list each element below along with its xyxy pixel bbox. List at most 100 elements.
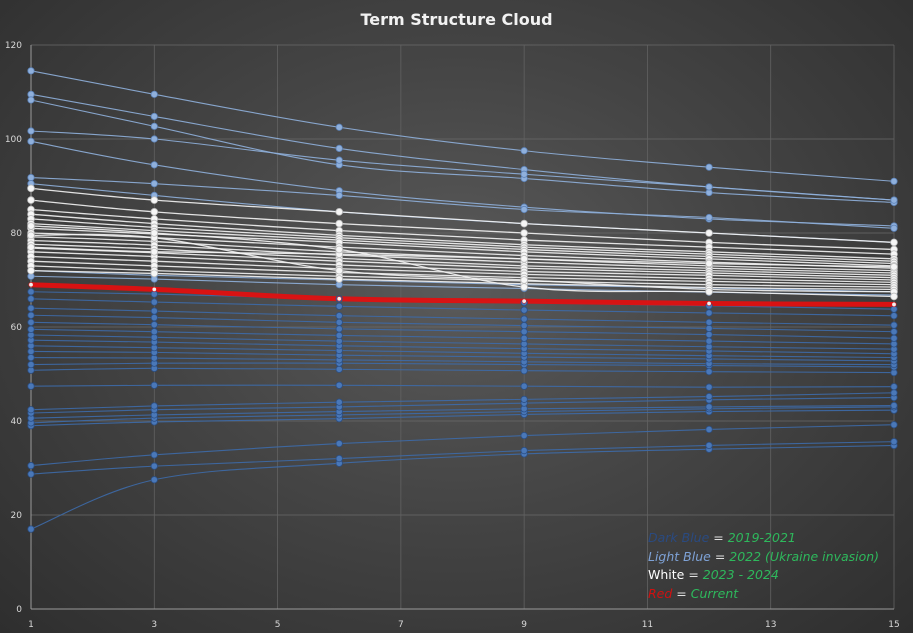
y-axis-tick-labels: 0 20 40 60 80 100 120 (5, 41, 22, 615)
series-line-dark-blue (30, 444, 895, 530)
series-point-light-blue (150, 122, 158, 130)
series-line-dark-blue (30, 307, 895, 326)
series-point-dark-blue (335, 381, 343, 389)
series-point-dark-blue (27, 311, 35, 319)
series-point-dark-blue (27, 462, 35, 470)
legend-range-red: Current (690, 585, 739, 601)
series-point-dark-blue (27, 353, 35, 362)
series-point-dark-blue (335, 398, 343, 406)
series-point-dark-blue (520, 367, 528, 375)
series-point-dark-blue (520, 328, 528, 336)
series-point-white (335, 219, 344, 228)
series-point-dark-blue (520, 334, 528, 342)
series-point-light-blue (335, 144, 343, 152)
series-point-light-blue (150, 135, 158, 143)
series-point-dark-blue (335, 454, 343, 463)
series-point-light-blue (27, 96, 35, 104)
series-line-dark-blue (30, 441, 895, 475)
x-tick-label: 15 (888, 620, 899, 630)
series-point-dark-blue (335, 302, 343, 310)
series-point-dark-blue (335, 365, 343, 373)
x-tick-label: 3 (151, 620, 157, 630)
series-point-dark-blue (520, 382, 528, 390)
x-tick-label: 7 (398, 620, 404, 630)
series-point-dark-blue (520, 431, 528, 440)
series-point-dark-blue (890, 321, 898, 329)
series-point-dark-blue (150, 321, 158, 329)
series-point-dark-blue (27, 406, 35, 414)
series-point-dark-blue (520, 395, 528, 403)
series-point-white (890, 238, 898, 247)
series-point-light-blue (150, 180, 158, 188)
series-line-white (30, 218, 895, 262)
legend-equals: = (672, 585, 691, 601)
legend-label-red: Red (648, 585, 673, 601)
series-point-dark-blue (705, 324, 713, 333)
chart-title: Term Structure Cloud (360, 10, 553, 29)
series-point-red (336, 296, 342, 302)
series-point-dark-blue (705, 337, 713, 345)
series-point-white (150, 196, 159, 204)
y-tick-label: 60 (11, 323, 23, 333)
y-tick-label: 0 (16, 605, 22, 615)
series-point-dark-blue (705, 383, 713, 391)
series-point-light-blue (705, 183, 713, 191)
x-tick-label: 5 (275, 620, 281, 630)
series-point-dark-blue (150, 313, 158, 322)
series-line-dark-blue (30, 367, 895, 374)
series-point-light-blue (520, 205, 528, 214)
y-tick-label: 80 (11, 229, 23, 239)
series-point-dark-blue (335, 439, 343, 448)
series-point-light-blue (335, 156, 343, 164)
series-point-dark-blue (27, 318, 35, 326)
series-point-dark-blue (150, 402, 158, 410)
series-point-dark-blue (705, 318, 713, 326)
series-point-dark-blue (705, 425, 713, 434)
series-point-white (27, 184, 35, 193)
series-point-dark-blue (520, 447, 528, 455)
series-point-white (520, 283, 528, 291)
series-line-light-blue (30, 70, 895, 182)
series-point-dark-blue (27, 525, 35, 533)
series-point-dark-blue (520, 315, 528, 323)
series-point-dark-blue (705, 392, 713, 401)
series-point-light-blue (27, 137, 35, 145)
series-point-white (27, 231, 35, 240)
y-tick-label: 100 (5, 135, 22, 145)
legend-equals: = (709, 530, 728, 545)
series-point-red (706, 300, 712, 306)
series-point-white (335, 266, 344, 275)
series-point-light-blue (890, 196, 898, 204)
series-point-white (27, 222, 35, 230)
series-point-dark-blue (890, 334, 898, 342)
series-point-dark-blue (890, 421, 898, 429)
series-point-light-blue (150, 112, 158, 121)
x-axis-tick-labels: 1 3 5 7 9 11 13 15 (28, 620, 900, 630)
x-tick-label: 9 (521, 620, 527, 630)
series-point-dark-blue (27, 288, 35, 296)
chart-gridlines (30, 44, 895, 610)
series-line-dark-blue (30, 384, 895, 388)
series-point-dark-blue (27, 360, 35, 369)
series-point-dark-blue (705, 309, 713, 317)
series-point-dark-blue (890, 328, 898, 336)
series-point-white (520, 219, 528, 228)
legend-item-light-blue: Light Blue = 2022 (Ukraine invasion) (648, 548, 879, 567)
series-point-white (335, 245, 344, 254)
series-point-light-blue (150, 90, 158, 98)
series-line-light-blue (30, 99, 895, 203)
series-point-white (27, 196, 35, 204)
series-point-dark-blue (890, 383, 898, 391)
series-point-white (520, 255, 528, 263)
series-point-light-blue (520, 147, 528, 155)
series-point-light-blue (705, 213, 713, 222)
legend-range-light-blue: 2022 (Ukraine invasion) (729, 548, 880, 564)
series-line-white (30, 208, 895, 255)
series-point-dark-blue (27, 382, 35, 390)
series-point-dark-blue (27, 295, 35, 303)
legend-range-dark-blue: 2019-2021 (727, 530, 796, 545)
series-point-dark-blue (150, 476, 158, 484)
series-point-white (890, 263, 898, 271)
series-point-white (27, 266, 35, 275)
